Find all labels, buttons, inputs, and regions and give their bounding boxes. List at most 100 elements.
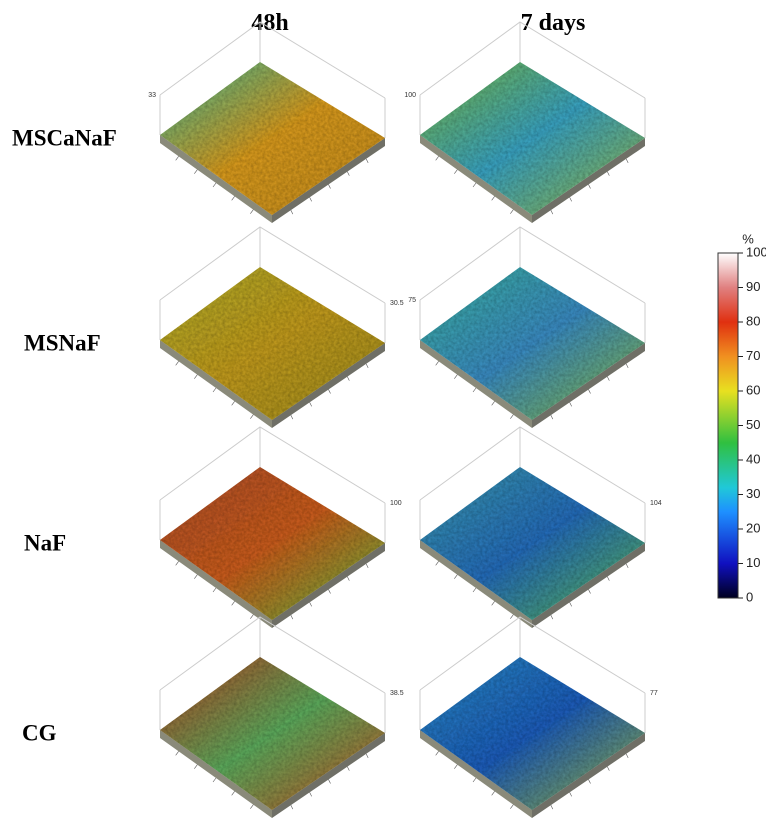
axis-tick — [329, 590, 331, 594]
axis-tick — [510, 415, 513, 419]
colorbar-tick-label: 10 — [746, 555, 760, 570]
row-label: MSCaNaF — [12, 125, 117, 150]
column-header: 7 days — [521, 10, 586, 36]
axis-tick — [607, 577, 609, 581]
axis-tick — [366, 754, 368, 758]
surface-map — [160, 267, 385, 420]
axis-tick — [329, 185, 331, 189]
axis-tick — [492, 401, 495, 405]
z-max-label: 30.5 — [390, 300, 404, 307]
colorbar-tick-label: 80 — [746, 313, 760, 328]
axis-tick — [347, 172, 349, 176]
colorbar-tick-label: 100 — [746, 244, 766, 259]
axis-tick — [250, 210, 253, 214]
axis-tick — [250, 615, 253, 619]
axis-tick — [194, 765, 197, 769]
axis-tick — [176, 361, 179, 365]
axis-tick — [232, 196, 235, 200]
axis-tick — [626, 159, 628, 163]
axis-tick — [510, 615, 513, 619]
axis-tick — [310, 792, 312, 796]
axis-tick — [194, 170, 197, 174]
axis-tick — [492, 601, 495, 605]
surface-map — [420, 62, 645, 215]
axis-tick — [366, 364, 368, 368]
axis-tick — [436, 561, 439, 565]
axis-tick — [589, 185, 591, 189]
z-max-label: 104 — [650, 500, 662, 507]
colorbar-tick-label: 0 — [746, 589, 753, 604]
row-label: MSNaF — [24, 330, 101, 355]
axis-tick — [213, 388, 216, 392]
axis-tick — [551, 615, 553, 619]
row-label: CG — [22, 720, 57, 745]
surface-map — [420, 267, 645, 420]
axis-tick — [570, 602, 572, 606]
z-max-label: 38.5 — [390, 690, 404, 697]
z-max-label: 75 — [408, 297, 416, 304]
axis-tick — [589, 390, 591, 394]
axis-tick — [213, 778, 216, 782]
axis-tick — [194, 375, 197, 379]
surface-map — [160, 657, 385, 810]
axis-tick — [366, 159, 368, 163]
figure: 48h 7 days MSCaNaF33100MSNaF30.575NaF100… — [0, 0, 766, 829]
colorbar-scale — [718, 253, 738, 598]
axis-tick — [366, 564, 368, 568]
axis-tick — [626, 364, 628, 368]
axis-tick — [436, 751, 439, 755]
surface-map — [420, 467, 645, 620]
axis-tick — [510, 210, 513, 214]
axis-tick — [176, 751, 179, 755]
axis-tick — [310, 197, 312, 201]
z-max-label: 33 — [148, 92, 156, 99]
axis-tick — [570, 197, 572, 201]
axis-tick — [232, 601, 235, 605]
column-header: 48h — [251, 10, 288, 36]
axis-tick — [329, 780, 331, 784]
axis-tick — [492, 196, 495, 200]
axis-tick — [551, 210, 553, 214]
axis-tick — [454, 765, 457, 769]
axis-tick — [436, 156, 439, 160]
surface-map — [160, 62, 385, 215]
z-max-label: 100 — [390, 500, 402, 507]
axis-tick — [589, 780, 591, 784]
axis-tick — [176, 561, 179, 565]
axis-tick — [492, 791, 495, 795]
axis-tick — [589, 590, 591, 594]
axis-tick — [454, 170, 457, 174]
axis-tick — [551, 805, 553, 809]
axis-tick — [570, 402, 572, 406]
colorbar-tick-label: 70 — [746, 348, 760, 363]
colorbar-tick-label: 30 — [746, 486, 760, 501]
axis-tick — [250, 415, 253, 419]
row-label: NaF — [24, 530, 66, 555]
colorbar-tick-label: 50 — [746, 417, 760, 432]
axis-tick — [329, 390, 331, 394]
axis-tick — [347, 577, 349, 581]
axis-tick — [436, 361, 439, 365]
z-max-label: 77 — [650, 690, 658, 697]
axis-tick — [473, 183, 476, 187]
axis-tick — [194, 575, 197, 579]
axis-tick — [347, 767, 349, 771]
axis-tick — [607, 767, 609, 771]
axis-tick — [626, 754, 628, 758]
colorbar-tick-label: 90 — [746, 279, 760, 294]
axis-tick — [551, 415, 553, 419]
axis-tick — [473, 388, 476, 392]
axis-tick — [291, 415, 293, 419]
axis-tick — [310, 402, 312, 406]
colorbar-tick-label: 60 — [746, 382, 760, 397]
surface-map — [420, 657, 645, 810]
axis-tick — [250, 805, 253, 809]
z-max-label: 100 — [404, 92, 416, 99]
axis-tick — [213, 588, 216, 592]
axis-tick — [473, 588, 476, 592]
axis-tick — [626, 564, 628, 568]
panels: MSCaNaF 33 100 MSNaF 30.5 75 NaF 100 104 CG 38.5 77 — [12, 22, 662, 818]
axis-tick — [607, 172, 609, 176]
axis-tick — [607, 377, 609, 381]
